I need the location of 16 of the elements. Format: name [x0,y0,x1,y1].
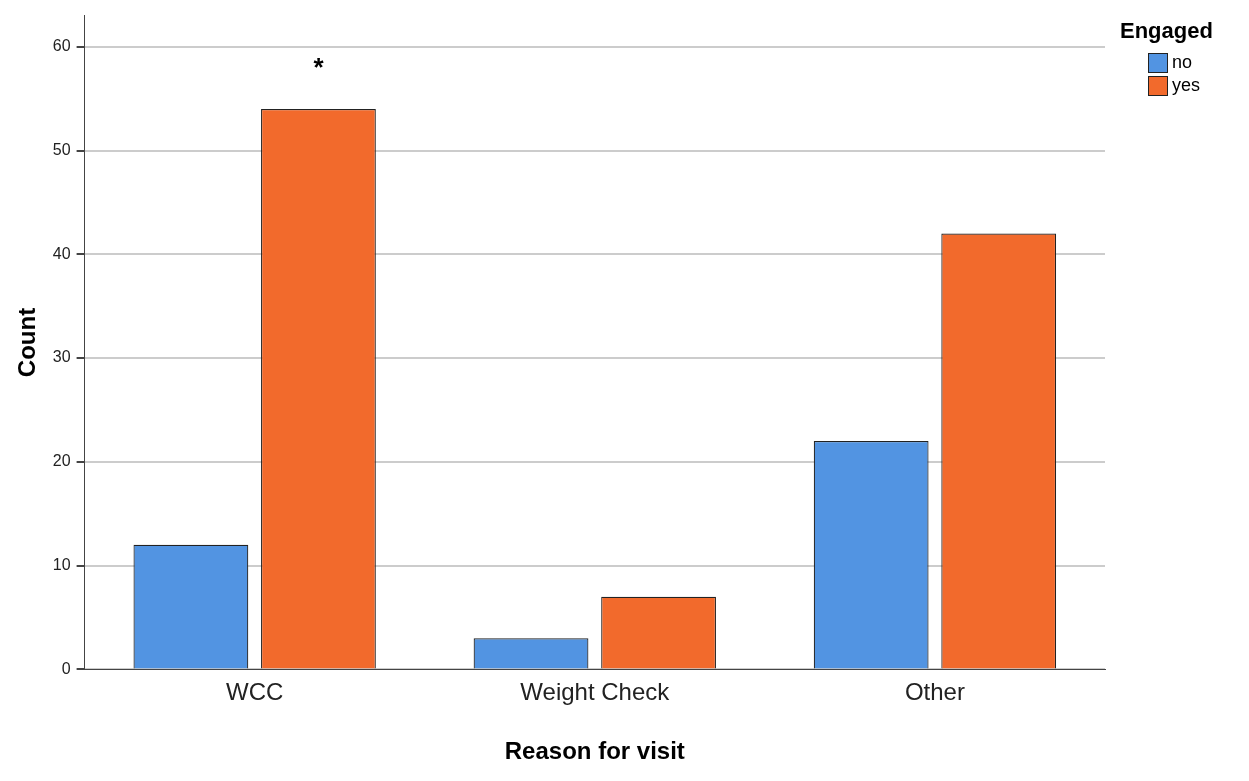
y-tick-label: 0 [61,659,71,677]
y-tick-label: 40 [52,244,71,262]
x-tick-label: Other [904,678,965,706]
annotation: * [313,52,325,83]
y-axis-title: Count [13,307,41,378]
y-tick-label: 20 [52,452,71,470]
y-tick-label: 60 [52,37,71,55]
y-tick-label: 30 [52,348,71,366]
x-tick-label: WCC [226,678,284,706]
legend-label: yes [1172,75,1201,96]
legend-title: Engaged [1120,18,1213,44]
x-tick-label: Weight Check [520,678,671,706]
y-tick-label: 10 [52,556,71,574]
legend-label: no [1172,52,1193,73]
x-axis-title: Reason for visit [504,737,685,765]
y-tick-label: 50 [52,140,71,158]
